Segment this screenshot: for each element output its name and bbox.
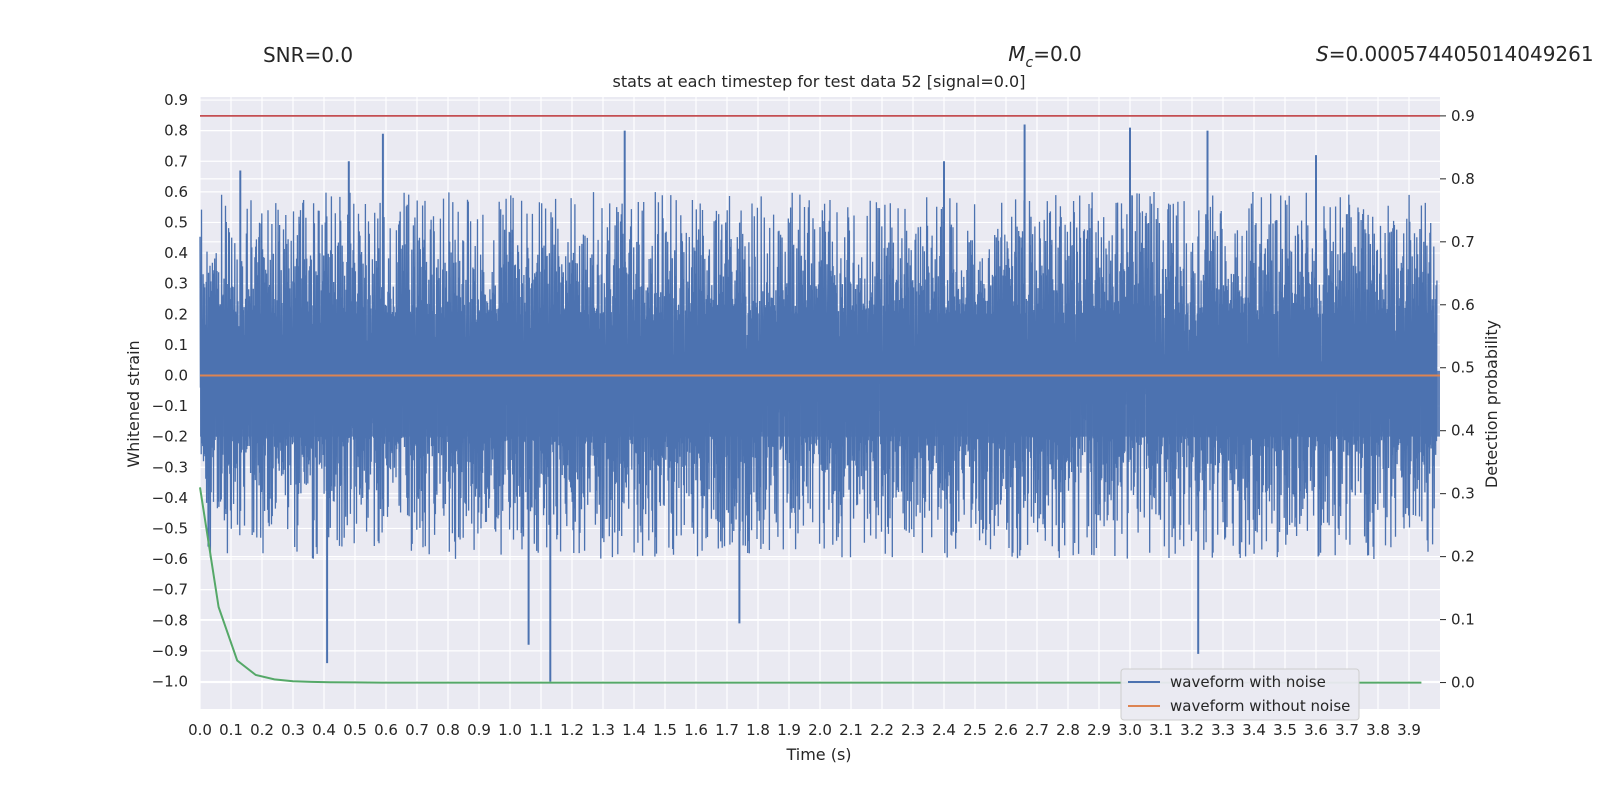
y-axis-label: Whitened strain bbox=[124, 340, 143, 467]
y-tick-label: 0.9 bbox=[164, 91, 188, 109]
x-tick-label: 3.8 bbox=[1366, 721, 1390, 739]
legend-box bbox=[1120, 668, 1360, 721]
x-tick-label: 3.9 bbox=[1397, 721, 1421, 739]
y-tick-label: −1.0 bbox=[152, 672, 188, 690]
y-tick-label: 0.5 bbox=[164, 213, 188, 231]
x-tick-label: 1.5 bbox=[653, 721, 677, 739]
x-tick-label: 0.9 bbox=[467, 721, 491, 739]
x-tick-label: 0.3 bbox=[281, 721, 305, 739]
x-tick-label: 0.7 bbox=[405, 721, 429, 739]
x-tick-label: 1.7 bbox=[715, 721, 739, 739]
x-tick-label: 1.2 bbox=[560, 721, 584, 739]
legend-label-clean: waveform without noise bbox=[1170, 697, 1350, 715]
x-tick-label: 2.1 bbox=[839, 721, 863, 739]
y2-tick-label: 0.0 bbox=[1451, 674, 1475, 692]
x-tick-label: 0.6 bbox=[374, 721, 398, 739]
probability-line bbox=[199, 487, 1422, 684]
x-tick-label: 3.3 bbox=[1211, 721, 1235, 739]
y2-tick-label: 0.5 bbox=[1451, 359, 1475, 377]
mc-label: Mc=0.0 bbox=[1008, 42, 1082, 71]
y2-tick-label: 0.4 bbox=[1451, 422, 1475, 440]
x-tick-label: 3.2 bbox=[1180, 721, 1204, 739]
x-tick-label: 1.3 bbox=[591, 721, 615, 739]
y2-tick-label: 0.6 bbox=[1451, 296, 1475, 314]
x-tick-label: 2.8 bbox=[1056, 721, 1080, 739]
x-tick-label: 2.7 bbox=[1025, 721, 1049, 739]
y-tick-label: −0.6 bbox=[152, 550, 188, 568]
x-tick-label: 1.1 bbox=[529, 721, 553, 739]
noise-core bbox=[200, 370, 1440, 437]
y-tick-label: −0.9 bbox=[152, 642, 188, 660]
waveform-with-noise-series bbox=[199, 124, 1440, 682]
x-tick-label: 1.8 bbox=[746, 721, 770, 739]
y-tick-label: −0.7 bbox=[152, 581, 188, 599]
x-tick-label: 2.3 bbox=[901, 721, 925, 739]
x-tick-label: 0.4 bbox=[312, 721, 336, 739]
chart-title: stats at each timestep for test data 52 … bbox=[613, 72, 1026, 91]
y2-tick-label: 0.2 bbox=[1451, 548, 1475, 566]
x-tick-label: 2.4 bbox=[932, 721, 956, 739]
x-tick-label: 2.0 bbox=[808, 721, 832, 739]
y-tick-label: 0.1 bbox=[164, 336, 188, 354]
y2-tick-label: 0.1 bbox=[1451, 611, 1475, 629]
snr-label: SNR=0.0 bbox=[263, 43, 353, 67]
x-tick-label: 1.9 bbox=[777, 721, 801, 739]
y-tick-labels: 0.9 0.8 0.7 0.6 0.5 0.4 0.3 0.2 0.1 0.0 −0.1 −0.2 −0… bbox=[152, 91, 188, 690]
x-tick-label: 3.6 bbox=[1304, 721, 1328, 739]
x-tick-label: 3.7 bbox=[1335, 721, 1359, 739]
x-tick-labels: 0.0 0.1 0.2 0.3 0.4 0.5 0.6 0.7 0.8 0.9 1.0 1.1 1.2 1… bbox=[188, 721, 1421, 739]
y2-tick-label: 0.7 bbox=[1451, 233, 1475, 251]
y-tick-label: −0.1 bbox=[152, 397, 188, 415]
x-tick-label: 1.4 bbox=[622, 721, 646, 739]
x-tick-label: 2.9 bbox=[1087, 721, 1111, 739]
x-tick-label: 3.0 bbox=[1118, 721, 1142, 739]
y2-tick-labels: 0.9 0.8 0.7 0.6 0.5 0.4 0.3 0.2 0.1 0.0 bbox=[1440, 107, 1475, 692]
y-tick-label: −0.8 bbox=[152, 611, 188, 629]
y-tick-label: 0.3 bbox=[164, 275, 188, 293]
y-tick-label: 0.7 bbox=[164, 152, 188, 170]
y-tick-label: −0.4 bbox=[152, 489, 188, 507]
x-tick-label: 2.5 bbox=[963, 721, 987, 739]
x-tick-label: 0.8 bbox=[436, 721, 460, 739]
y-tick-label: 0.2 bbox=[164, 305, 188, 323]
x-tick-label: 2.6 bbox=[994, 721, 1018, 739]
x-tick-label: 0.5 bbox=[343, 721, 367, 739]
s-label: S=0.000574405014049261 bbox=[1316, 42, 1594, 66]
legend: waveform with noise waveform without noi… bbox=[1120, 668, 1360, 721]
x-tick-label: 1.0 bbox=[498, 721, 522, 739]
y-tick-label: −0.3 bbox=[152, 458, 188, 476]
y-tick-label: −0.2 bbox=[152, 428, 188, 446]
x-tick-label: 3.1 bbox=[1149, 721, 1173, 739]
legend-label-noise: waveform with noise bbox=[1170, 673, 1326, 691]
x-tick-label: 0.2 bbox=[250, 721, 274, 739]
y2-tick-label: 0.9 bbox=[1451, 107, 1475, 125]
y-tick-label: −0.5 bbox=[152, 519, 188, 537]
x-tick-label: 0.1 bbox=[219, 721, 243, 739]
y-tick-label: 0.8 bbox=[164, 122, 188, 140]
y-tick-label: 0.4 bbox=[164, 244, 188, 262]
x-tick-label: 3.4 bbox=[1242, 721, 1266, 739]
x-tick-label: 1.6 bbox=[684, 721, 708, 739]
x-tick-label: 0.0 bbox=[188, 721, 212, 739]
x-tick-label: 2.2 bbox=[870, 721, 894, 739]
y2-axis-label: Detection probability bbox=[1482, 320, 1501, 488]
y2-tick-label: 0.8 bbox=[1451, 170, 1475, 188]
y2-tick-label: 0.3 bbox=[1451, 485, 1475, 503]
x-tick-label: 3.5 bbox=[1273, 721, 1297, 739]
y-tick-label: 0.6 bbox=[164, 183, 188, 201]
y-tick-label: 0.0 bbox=[164, 366, 188, 384]
detection-probability-series bbox=[199, 487, 1422, 684]
x-axis-label: Time (s) bbox=[785, 745, 851, 764]
